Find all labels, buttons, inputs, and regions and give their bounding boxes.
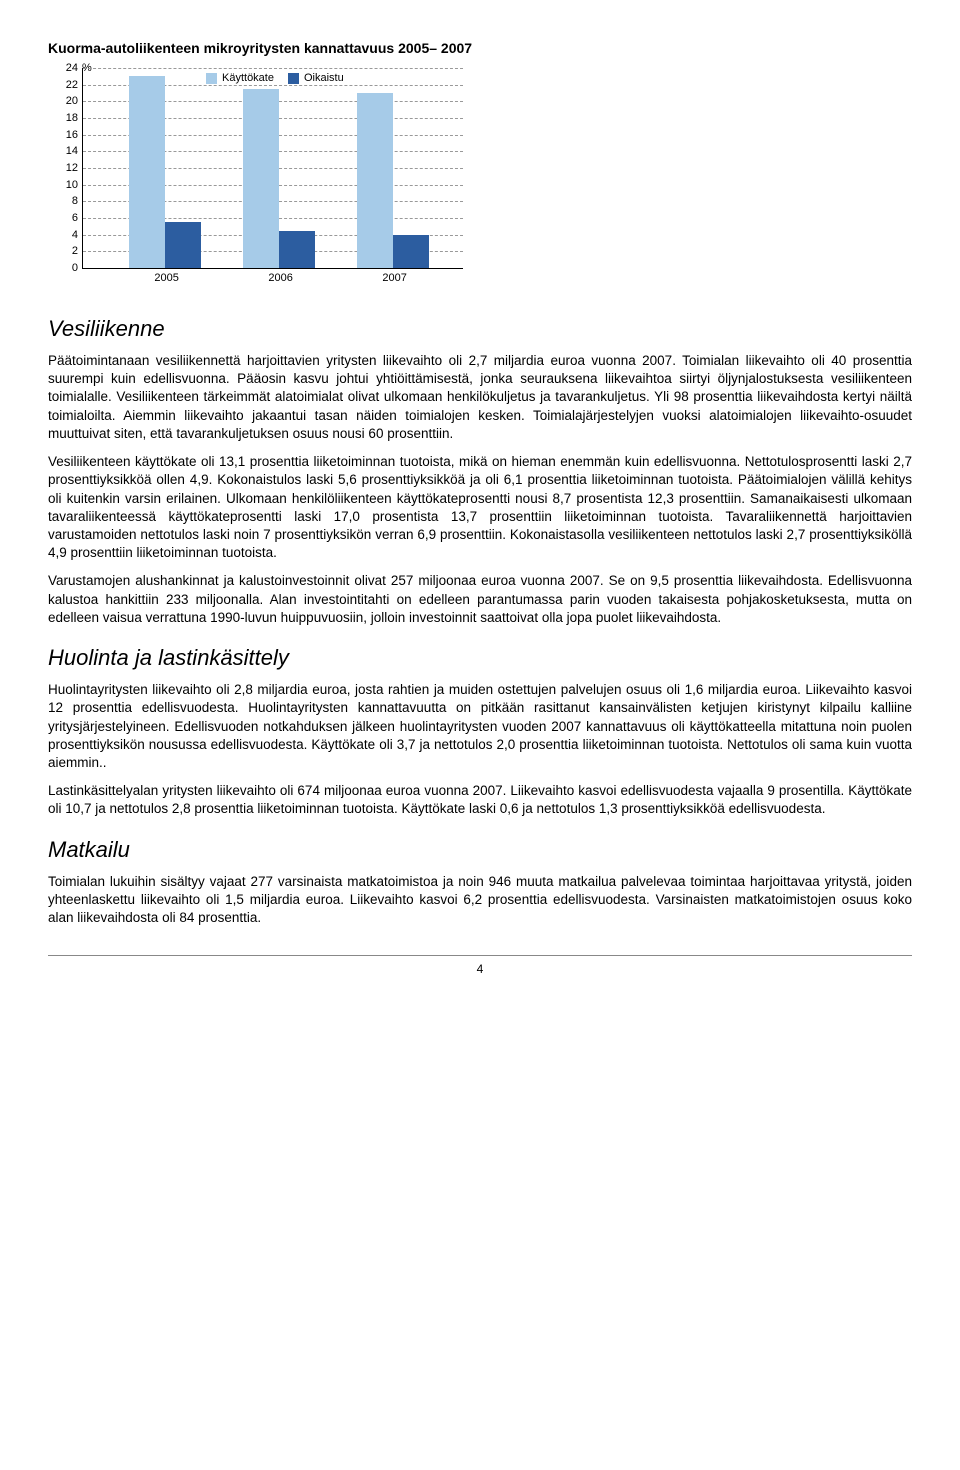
bar-oikaistu [165, 222, 201, 268]
y-tick-label: 14 [66, 145, 78, 157]
y-tick-label: 16 [66, 129, 78, 141]
y-axis: 024681012141618202224 [48, 68, 80, 268]
y-tick-label: 12 [66, 162, 78, 174]
bar-group [357, 93, 435, 268]
x-tick-label: 2005 [128, 272, 206, 284]
chart-container: % 024681012141618202224 Käyttökate Oikai… [48, 68, 912, 298]
bars-layer [83, 68, 463, 268]
paragraph: Lastinkäsittelyalan yritysten liikevaiht… [48, 782, 912, 818]
bar-chart: % 024681012141618202224 Käyttökate Oikai… [48, 68, 468, 298]
chart-title: Kuorma-autoliikenteen mikroyritysten kan… [48, 40, 912, 56]
bar-kayttokate [129, 76, 165, 268]
section-heading-vesiliikenne: Vesiliikenne [48, 316, 912, 342]
plot-area: Käyttökate Oikaistu [82, 68, 463, 269]
x-tick-label: 2006 [242, 272, 320, 284]
y-tick-label: 22 [66, 79, 78, 91]
section-heading-huolinta: Huolinta ja lastinkäsittely [48, 645, 912, 671]
y-tick-label: 2 [72, 245, 78, 257]
page-number: 4 [48, 955, 912, 976]
paragraph: Päätoimintanaan vesiliikennettä harjoitt… [48, 352, 912, 443]
y-tick-label: 8 [72, 195, 78, 207]
bar-group [129, 76, 207, 268]
y-tick-label: 24 [66, 62, 78, 74]
bar-oikaistu [393, 235, 429, 268]
section-heading-matkailu: Matkailu [48, 837, 912, 863]
x-tick-label: 2007 [356, 272, 434, 284]
bar-oikaistu [279, 231, 315, 269]
y-tick-label: 10 [66, 179, 78, 191]
paragraph: Varustamojen alushankinnat ja kalustoinv… [48, 572, 912, 627]
y-tick-label: 4 [72, 229, 78, 241]
y-tick-label: 6 [72, 212, 78, 224]
paragraph: Toimialan lukuihin sisältyy vajaat 277 v… [48, 873, 912, 928]
paragraph: Vesiliikenteen käyttökate oli 13,1 prose… [48, 453, 912, 562]
y-tick-label: 20 [66, 95, 78, 107]
bar-kayttokate [357, 93, 393, 268]
y-tick-label: 0 [72, 262, 78, 274]
bar-group [243, 89, 321, 268]
bar-kayttokate [243, 89, 279, 268]
y-tick-label: 18 [66, 112, 78, 124]
paragraph: Huolintayritysten liikevaihto oli 2,8 mi… [48, 681, 912, 772]
